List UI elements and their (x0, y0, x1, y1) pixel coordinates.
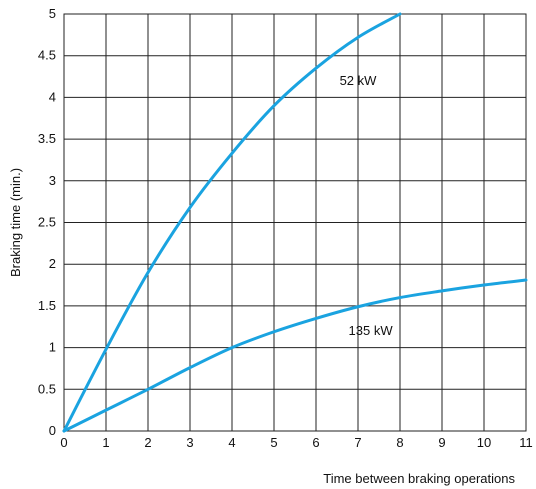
y-tick-label: 1.5 (38, 298, 56, 313)
y-tick-label: 1 (49, 340, 56, 355)
x-tick-label: 7 (354, 435, 361, 450)
x-tick-label: 1 (102, 435, 109, 450)
x-tick-label: 3 (186, 435, 193, 450)
y-tick-label: 2 (49, 256, 56, 271)
series-lines (62, 12, 528, 433)
x-tick-label: 8 (396, 435, 403, 450)
series-label-135-kw: 135 kW (349, 323, 394, 338)
y-axis-label: Braking time (min.) (8, 168, 23, 277)
y-tick-label: 4 (49, 89, 56, 104)
series-line-135-kw (62, 278, 528, 433)
y-tick-label: 0.5 (38, 381, 56, 396)
y-tick-label: 2.5 (38, 215, 56, 230)
x-tick-label: 4 (228, 435, 235, 450)
y-tick-label: 5 (49, 6, 56, 21)
y-tick-label: 3.5 (38, 131, 56, 146)
series-labels: 52 kW 135 kW (340, 73, 394, 338)
x-tick-labels: 0 1 2 3 4 5 6 7 8 9 10 11 (60, 435, 532, 450)
y-tick-labels: 0 0.5 1 1.5 2 2.5 3 3.5 4 4.5 5 (38, 6, 56, 438)
y-tick-label: 4.5 (38, 48, 56, 63)
x-tick-label: 11 (519, 435, 533, 450)
x-axis-label: Time between braking operations (323, 471, 515, 486)
x-tick-label: 2 (144, 435, 151, 450)
series-label-52-kw: 52 kW (340, 73, 378, 88)
y-tick-label: 3 (49, 173, 56, 188)
grid (64, 14, 526, 431)
series-line-52-kw (62, 12, 402, 433)
x-tick-label: 6 (312, 435, 319, 450)
x-tick-label: 5 (270, 435, 277, 450)
x-tick-label: 10 (477, 435, 491, 450)
x-tick-label: 0 (60, 435, 67, 450)
plot-frame (63, 13, 527, 432)
y-tick-label: 0 (49, 423, 56, 438)
x-tick-label: 9 (438, 435, 445, 450)
